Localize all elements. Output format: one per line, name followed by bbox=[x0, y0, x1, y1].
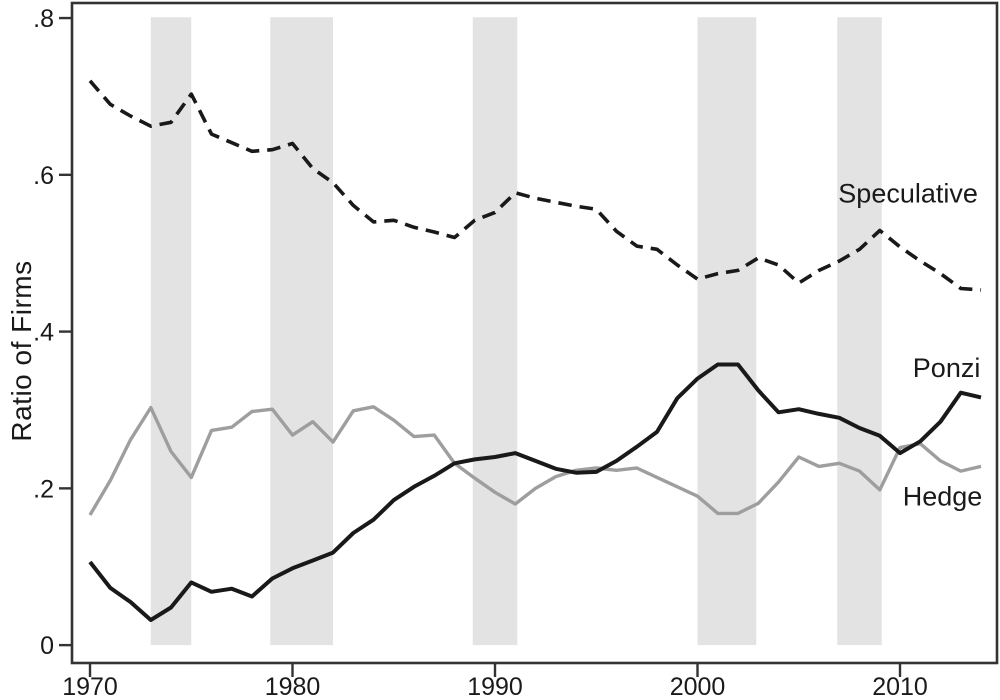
x-tick-label: 1990 bbox=[467, 673, 523, 700]
x-tick-label: 1970 bbox=[62, 673, 118, 700]
series-line-hedge bbox=[88, 405, 982, 516]
y-tick-label: .2 bbox=[33, 475, 54, 503]
recession-band bbox=[697, 17, 757, 646]
x-tick-label: 2010 bbox=[872, 673, 928, 700]
series-label-speculative: Speculative bbox=[838, 178, 978, 208]
y-tick-label: 0 bbox=[40, 632, 54, 660]
series-line-speculative bbox=[88, 79, 982, 292]
recession-band bbox=[150, 17, 192, 646]
series-label-hedge: Hedge bbox=[903, 482, 983, 512]
recession-band bbox=[472, 17, 518, 646]
recession-band bbox=[270, 17, 334, 646]
x-tick-label: 1980 bbox=[265, 673, 321, 700]
series-label-ponzi: Ponzi bbox=[913, 353, 981, 383]
y-tick-label: .6 bbox=[33, 162, 54, 190]
series-line-ponzi bbox=[88, 362, 982, 622]
plot-frame bbox=[70, 1, 999, 665]
x-tick-label: 2000 bbox=[670, 673, 726, 700]
y-tick-label: .8 bbox=[33, 5, 54, 33]
recession-band bbox=[837, 17, 882, 646]
y-tick-label: .4 bbox=[33, 319, 54, 347]
y-axis-title: Ratio of Firms bbox=[6, 260, 37, 442]
